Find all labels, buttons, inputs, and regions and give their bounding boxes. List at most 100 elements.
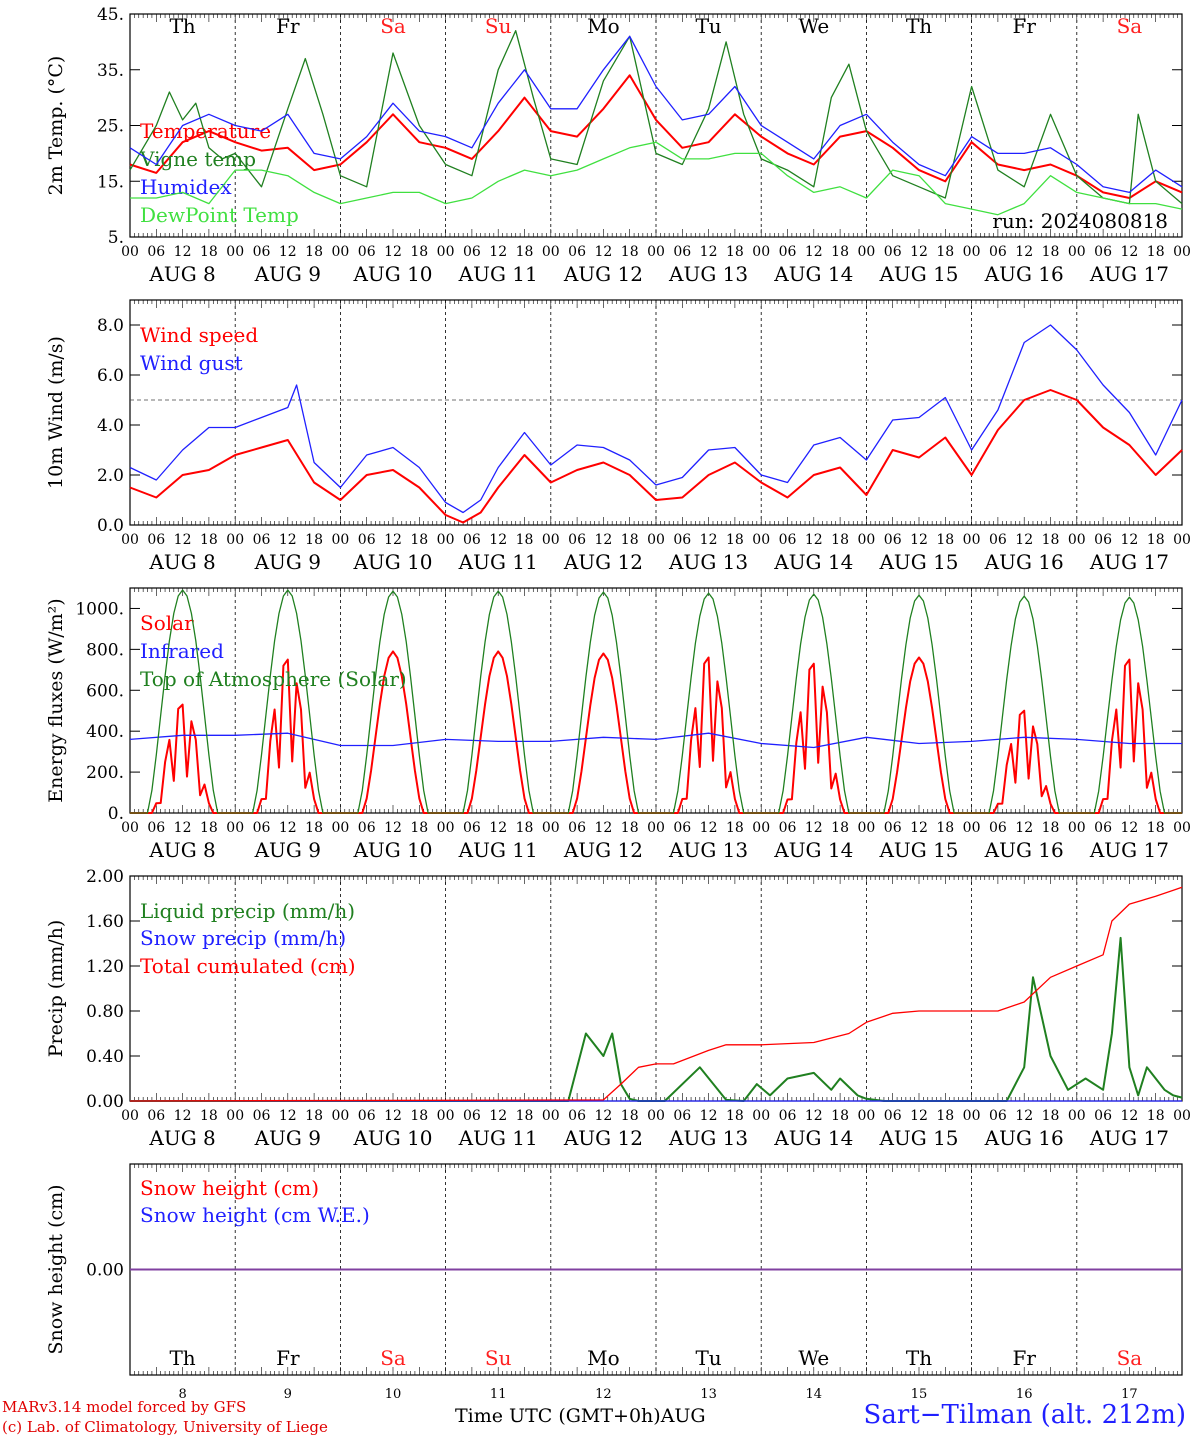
hour-tick-label: 00 xyxy=(647,244,665,260)
hour-tick-label: 12 xyxy=(700,820,718,836)
hour-tick-label: 18 xyxy=(1147,532,1165,548)
hour-tick-label: 06 xyxy=(989,1108,1007,1124)
hour-tick-label: 00 xyxy=(542,532,560,548)
hour-tick-label: 06 xyxy=(358,532,376,548)
hour-tick-label: 12 xyxy=(384,820,402,836)
panel-energy: 0. 200. 400. 600. 800. 1000. Energy fluxes (W/… xyxy=(45,587,1191,862)
hour-tick-label: 12 xyxy=(910,244,928,260)
series-wind-gust xyxy=(129,324,1183,514)
hour-tick-label: 18 xyxy=(410,1108,428,1124)
date-label: AUG 8 xyxy=(148,550,215,574)
day-number: 16 xyxy=(1016,1387,1033,1402)
hour-tick-label: 18 xyxy=(1147,820,1165,836)
date-label: AUG 9 xyxy=(254,838,321,862)
series-dewpoint-temp xyxy=(130,141,1183,216)
lab-credit: (c) Lab. of Climatology, University of L… xyxy=(2,1418,328,1436)
hour-tick-label: 06 xyxy=(673,1108,691,1124)
hour-tick-label: 00 xyxy=(1173,1108,1191,1124)
hour-tick-label: 00 xyxy=(647,1108,665,1124)
hour-tick-label: 12 xyxy=(384,244,402,260)
legend-label: Solar xyxy=(140,611,194,635)
y-tick-label: 1.20 xyxy=(86,957,124,977)
hour-tick-label: 12 xyxy=(910,532,928,548)
hour-tick-label: 18 xyxy=(936,244,954,260)
legend-label: Humidex xyxy=(140,175,232,199)
hour-tick-label: 12 xyxy=(489,532,507,548)
hour-tick-label: 18 xyxy=(305,532,323,548)
hour-tick-label: 12 xyxy=(279,244,297,260)
hour-tick-label: 06 xyxy=(989,820,1007,836)
date-label: AUG 14 xyxy=(773,550,853,574)
hour-tick-label: 06 xyxy=(358,244,376,260)
hour-tick-label: 00 xyxy=(437,820,455,836)
hour-tick-label: 06 xyxy=(1094,1108,1112,1124)
date-label: AUG 17 xyxy=(1089,1126,1169,1150)
hour-tick-label: 18 xyxy=(726,1108,744,1124)
day-number: 17 xyxy=(1121,1387,1138,1402)
hour-tick-label: 12 xyxy=(805,532,823,548)
legend-label: Infrared xyxy=(140,639,224,663)
hour-tick-label: 12 xyxy=(594,820,612,836)
plot-frame xyxy=(129,299,1183,526)
hour-tick-label: 12 xyxy=(700,1108,718,1124)
hour-tick-label: 12 xyxy=(1015,820,1033,836)
date-label: AUG 16 xyxy=(984,262,1064,286)
series-total-cumulated-cm xyxy=(129,886,1183,1102)
hour-tick-label: 18 xyxy=(516,820,534,836)
hour-tick-label: 06 xyxy=(253,532,271,548)
hour-tick-label: 12 xyxy=(1120,1108,1138,1124)
hour-tick-label: 00 xyxy=(647,820,665,836)
date-label: AUG 12 xyxy=(563,262,643,286)
hour-tick-label: 00 xyxy=(121,820,139,836)
date-label: AUG 12 xyxy=(563,550,643,574)
y-tick-label: 400. xyxy=(86,722,124,742)
day-number: 13 xyxy=(700,1387,717,1402)
weekday-label: Fr xyxy=(1012,14,1036,38)
y-tick-label: 0. xyxy=(108,804,124,824)
date-label: AUG 8 xyxy=(148,838,215,862)
legend-label: Wind speed xyxy=(140,323,258,347)
hour-tick-label: 18 xyxy=(516,1108,534,1124)
hour-tick-label: 00 xyxy=(752,820,770,836)
hour-tick-label: 18 xyxy=(305,1108,323,1124)
legend-label: Total cumulated (cm) xyxy=(140,954,356,978)
date-label: AUG 13 xyxy=(668,1126,748,1150)
hour-tick-label: 18 xyxy=(621,532,639,548)
hour-tick-label: 12 xyxy=(1015,532,1033,548)
hour-tick-label: 00 xyxy=(331,1108,349,1124)
y-tick-label: 4.0 xyxy=(97,416,124,436)
hour-tick-label: 00 xyxy=(963,1108,981,1124)
series-infrared xyxy=(129,732,1182,749)
hour-tick-label: 00 xyxy=(437,1108,455,1124)
weekday-label: Sa xyxy=(1117,14,1143,38)
date-label: AUG 9 xyxy=(254,550,321,574)
weekday-label: Sa xyxy=(380,14,406,38)
panel-snow: 0.00 Snow height (cm) Snow height (cm) Snow… xyxy=(45,1163,1183,1402)
hour-tick-label: 06 xyxy=(253,244,271,260)
hour-tick-label: 18 xyxy=(200,1108,218,1124)
date-label: AUG 17 xyxy=(1089,550,1169,574)
hour-tick-label: 18 xyxy=(1147,244,1165,260)
weekday-label: Su xyxy=(485,1346,512,1370)
hour-tick-label: 06 xyxy=(1094,820,1112,836)
weekday-label: Th xyxy=(169,1346,195,1370)
hour-tick-label: 12 xyxy=(1120,244,1138,260)
hour-tick-label: 18 xyxy=(831,532,849,548)
legend-label: Top of Atmosphere (Solar) xyxy=(140,667,407,691)
y-axis-label: 10m Wind (m/s) xyxy=(45,336,67,489)
hour-tick-label: 00 xyxy=(437,244,455,260)
legend-label: Temperature xyxy=(140,119,271,143)
model-credit: MARv3.14 model forced by GFS xyxy=(2,1398,247,1416)
y-tick-label: 6.0 xyxy=(97,366,124,386)
hour-tick-label: 18 xyxy=(1042,532,1060,548)
legend-label: Snow height (cm) xyxy=(140,1176,319,1200)
hour-tick-label: 00 xyxy=(1173,532,1191,548)
hour-tick-label: 00 xyxy=(857,532,875,548)
hour-tick-label: 18 xyxy=(936,1108,954,1124)
hour-tick-label: 06 xyxy=(1094,532,1112,548)
plot-frame xyxy=(129,587,1183,814)
hour-tick-label: 12 xyxy=(489,244,507,260)
hour-tick-label: 18 xyxy=(936,532,954,548)
hour-tick-label: 18 xyxy=(1147,1108,1165,1124)
weekday-label: Sa xyxy=(380,1346,406,1370)
